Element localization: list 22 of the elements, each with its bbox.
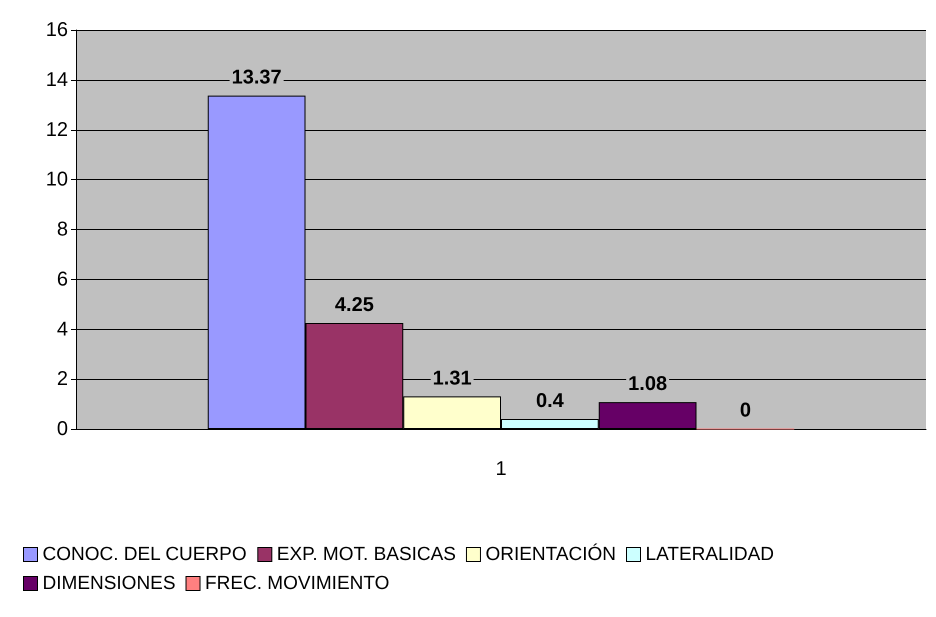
legend-label: DIMENSIONES — [42, 573, 176, 594]
data-label: 0 — [740, 400, 751, 422]
y-tick-label: 14 — [46, 68, 68, 91]
x-tick-label: 1 — [495, 458, 507, 480]
legend-label: ORIENTACIÓN — [485, 543, 616, 565]
data-label: 1.31 — [432, 367, 472, 390]
data-label: 13.37 — [232, 66, 282, 89]
legend-label: EXP. MOT. BASICAS — [276, 544, 456, 565]
y-tick-label: 8 — [56, 218, 68, 240]
data-label: 0.4 — [536, 390, 565, 412]
y-tick-label: 16 — [46, 19, 68, 41]
legend-label: CONOC. DEL CUERPO — [42, 544, 247, 565]
y-tick-label: 0 — [56, 418, 68, 440]
y-tick-label: 10 — [46, 168, 68, 191]
data-label: 1.08 — [628, 373, 668, 396]
data-label: 4.25 — [334, 294, 374, 316]
y-tick-label: 12 — [46, 118, 68, 141]
y-tick-label: 4 — [56, 318, 68, 340]
y-tick-label: 6 — [56, 268, 68, 290]
legend-label: FREC. MOVIMIENTO — [205, 573, 390, 594]
y-tick-label: 2 — [56, 368, 68, 390]
legend-label: LATERALIDAD — [646, 544, 774, 565]
